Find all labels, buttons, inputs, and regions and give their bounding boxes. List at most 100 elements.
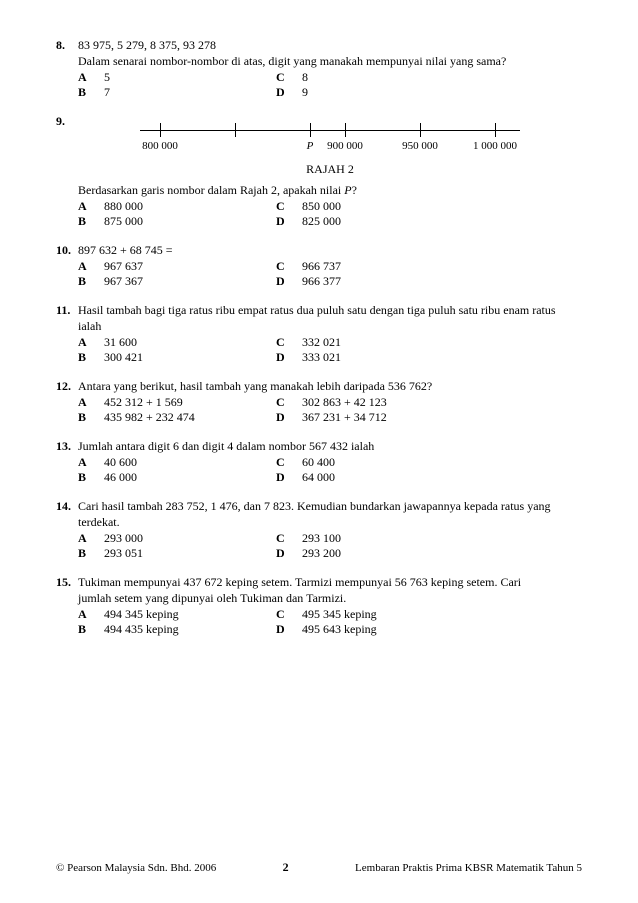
question-number: 12.: [56, 379, 78, 425]
option-letter: D: [276, 546, 302, 561]
question-body: Tukiman mempunyai 437 672 keping setem. …: [78, 575, 582, 637]
option-text: 7: [104, 85, 110, 100]
answer-option: D367 231 + 34 712: [276, 410, 474, 425]
answer-option: B46 000: [78, 470, 276, 485]
question-number: 15.: [56, 575, 78, 637]
option-letter: D: [276, 470, 302, 485]
answer-option: A452 312 + 1 569: [78, 395, 276, 410]
answer-option: B494 435 keping: [78, 622, 276, 637]
answer-option: C966 737: [276, 259, 474, 274]
question-number: 8.: [56, 38, 78, 100]
answer-option: A967 637: [78, 259, 276, 274]
number-line-tick: [495, 123, 496, 137]
question-body: 800 000 P 900 000 950 000 1 000 000 RAJAH 2 Be…: [78, 114, 582, 229]
option-letter: C: [276, 259, 302, 274]
figure-number-line: 800 000 P 900 000 950 000 1 000 000: [78, 120, 582, 158]
option-text: 825 000: [302, 214, 341, 229]
question-text: Cari hasil tambah 283 752, 1 476, dan 7 …: [78, 499, 582, 514]
option-letter: B: [78, 214, 104, 229]
question-body: Cari hasil tambah 283 752, 1 476, dan 7 …: [78, 499, 582, 561]
answer-options: A452 312 + 1 569C302 863 + 42 123B435 98…: [78, 395, 582, 425]
option-text: 60 400: [302, 455, 335, 470]
question: 12.Antara yang berikut, hasil tambah yan…: [56, 379, 582, 425]
answer-option: D333 021: [276, 350, 474, 365]
question-text: 897 632 + 68 745 =: [78, 243, 582, 258]
question-number: 13.: [56, 439, 78, 485]
answer-option: C850 000: [276, 199, 474, 214]
question-number: 10.: [56, 243, 78, 289]
question: 11.Hasil tambah bagi tiga ratus ribu emp…: [56, 303, 582, 365]
number-line-label: P: [307, 140, 314, 152]
answer-option: A5: [78, 70, 276, 85]
option-text: 302 863 + 42 123: [302, 395, 387, 410]
option-letter: D: [276, 85, 302, 100]
answer-option: B300 421: [78, 350, 276, 365]
number-line-label: 950 000: [402, 140, 438, 152]
option-letter: C: [276, 455, 302, 470]
option-text: 40 600: [104, 455, 137, 470]
question-number: 11.: [56, 303, 78, 365]
answer-option: D495 643 keping: [276, 622, 474, 637]
option-letter: A: [78, 70, 104, 85]
option-letter: C: [276, 531, 302, 546]
option-text: 850 000: [302, 199, 341, 214]
answer-option: C8: [276, 70, 474, 85]
question-text: jumlah setem yang dipunyai oleh Tukiman …: [78, 591, 582, 606]
option-letter: A: [78, 259, 104, 274]
option-letter: B: [78, 410, 104, 425]
option-letter: D: [276, 622, 302, 637]
question-text: 83 975, 5 279, 8 375, 93 278: [78, 38, 582, 53]
worksheet-title: Lembaran Praktis Prima KBSR Matematik Ta…: [355, 862, 582, 874]
question: 15.Tukiman mempunyai 437 672 keping sete…: [56, 575, 582, 637]
option-text: 494 345 keping: [104, 607, 179, 622]
option-letter: A: [78, 395, 104, 410]
option-text: 494 435 keping: [104, 622, 179, 637]
answer-option: B967 367: [78, 274, 276, 289]
answer-option: B875 000: [78, 214, 276, 229]
answer-option: D825 000: [276, 214, 474, 229]
answer-options: A880 000C850 000B875 000D825 000: [78, 199, 582, 229]
answer-options: A494 345 kepingC495 345 kepingB494 435 k…: [78, 607, 582, 637]
number-line-label: 800 000: [142, 140, 178, 152]
page-footer: © Pearson Malaysia Sdn. Bhd. 2006 2 Lemb…: [56, 860, 582, 875]
answer-option: D966 377: [276, 274, 474, 289]
option-text: 8: [302, 70, 308, 85]
number-line-tick: [345, 123, 346, 137]
answer-option: A40 600: [78, 455, 276, 470]
option-text: 966 737: [302, 259, 341, 274]
option-text: 46 000: [104, 470, 137, 485]
number-line-tick: [160, 123, 161, 137]
answer-option: A293 000: [78, 531, 276, 546]
question-text: Antara yang berikut, hasil tambah yang m…: [78, 379, 582, 394]
option-letter: A: [78, 199, 104, 214]
question-text: ialah: [78, 319, 582, 334]
number-line-label: 900 000: [327, 140, 363, 152]
answer-options: A40 600C60 400 B46 000D64 000: [78, 455, 582, 485]
question-body: Hasil tambah bagi tiga ratus ribu empat …: [78, 303, 582, 365]
option-text: 332 021: [302, 335, 341, 350]
question-text: Berdasarkan garis nombor dalam Rajah 2, …: [78, 183, 582, 198]
answer-option: A494 345 keping: [78, 607, 276, 622]
option-letter: A: [78, 531, 104, 546]
option-letter: D: [276, 410, 302, 425]
figure-caption: RAJAH 2: [78, 162, 582, 177]
option-letter: D: [276, 350, 302, 365]
number-line-label: 1 000 000: [473, 140, 517, 152]
page-number: 2: [283, 860, 289, 875]
option-letter: B: [78, 622, 104, 637]
question-text: terdekat.: [78, 515, 582, 530]
option-text: 5: [104, 70, 110, 85]
option-text: 495 643 keping: [302, 622, 377, 637]
question: 9.800 000P900 000950 0001 000 000RAJAH 2…: [56, 114, 582, 229]
answer-option: B435 982 + 232 474: [78, 410, 276, 425]
answer-option: C495 345 keping: [276, 607, 474, 622]
option-letter: B: [78, 546, 104, 561]
number-line-tick: [310, 123, 311, 137]
answer-option: C332 021: [276, 335, 474, 350]
option-text: 64 000: [302, 470, 335, 485]
question-body: 83 975, 5 279, 8 375, 93 278Dalam senara…: [78, 38, 582, 100]
answer-option: B7: [78, 85, 276, 100]
question: 14.Cari hasil tambah 283 752, 1 476, dan…: [56, 499, 582, 561]
answer-option: C302 863 + 42 123: [276, 395, 474, 410]
option-letter: A: [78, 335, 104, 350]
